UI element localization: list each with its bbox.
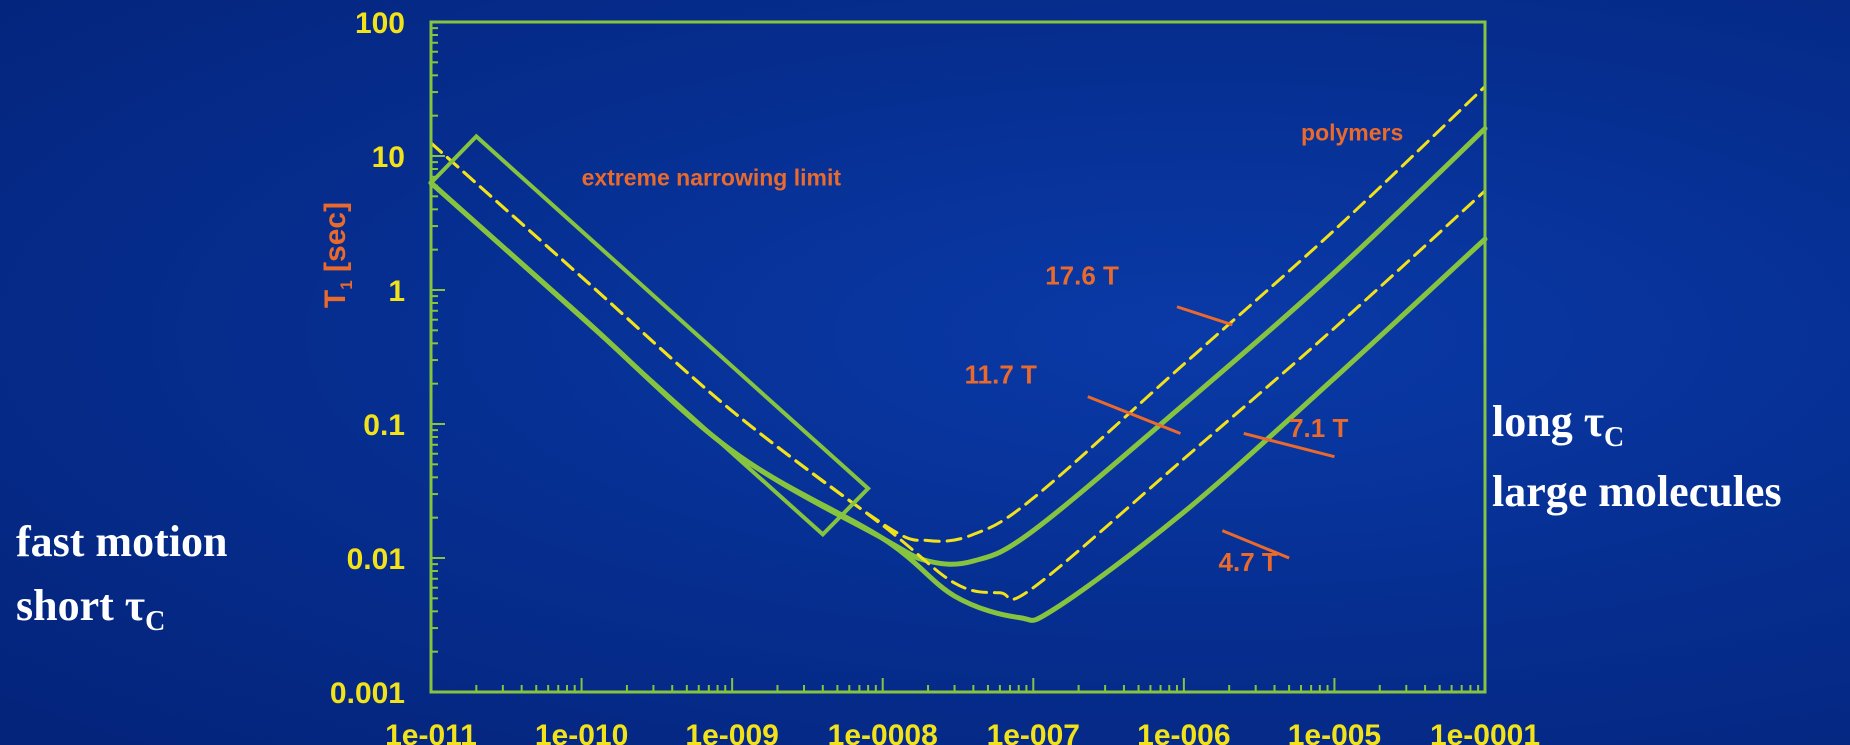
x-tick-label: 1e-0008 bbox=[828, 719, 938, 745]
large-molecules-line: large molecules bbox=[1492, 467, 1782, 516]
annotation-label: extreme narrowing limit bbox=[582, 165, 842, 191]
y-axis-label: T1 [sec] bbox=[319, 202, 356, 308]
annotation-layer: extreme narrowing limit polymers 17.6 T 11.… bbox=[582, 120, 1404, 577]
annotation-leader bbox=[1243, 432, 1335, 459]
annotation-label: 4.7 T bbox=[1219, 547, 1278, 577]
x-tick-label: 1e-006 bbox=[1137, 719, 1230, 745]
y-tick-label: 0.01 bbox=[347, 543, 405, 576]
fast-motion-line: fast motion bbox=[16, 517, 228, 566]
series-line-0 bbox=[429, 85, 1487, 543]
y-tick-label: 10 bbox=[372, 141, 405, 174]
annotation-leader bbox=[1221, 529, 1290, 560]
long-tauc-line: long τC bbox=[1492, 397, 1625, 453]
series-line-1 bbox=[428, 126, 1488, 567]
annotation-leader bbox=[1087, 395, 1182, 435]
y-tick-label: 0.001 bbox=[330, 677, 405, 710]
annotation-leader bbox=[1176, 305, 1233, 327]
slow-motion-text: long τC large molecules bbox=[1492, 390, 1782, 524]
y-tick-label: 1 bbox=[388, 275, 405, 308]
x-tick-label: 1e-007 bbox=[987, 719, 1080, 745]
x-tick-label: 1e-005 bbox=[1288, 719, 1381, 745]
plot-area-frame bbox=[429, 20, 1487, 694]
annotation-label: 17.6 T bbox=[1045, 260, 1119, 290]
short-tauc-line: short τC bbox=[16, 581, 166, 637]
axis-ticks bbox=[430, 27, 1480, 693]
annotation-label: 11.7 T bbox=[965, 360, 1037, 390]
y-tick-labels: 100 10 1 0.1 0.01 0.001 bbox=[330, 7, 405, 710]
series-line-2 bbox=[429, 141, 1487, 601]
x-tick-label: 1e-010 bbox=[535, 719, 628, 745]
x-tick-label: 1e-011 bbox=[385, 719, 477, 745]
annotation-label: polymers bbox=[1301, 120, 1403, 146]
y-tick-label: 0.1 bbox=[363, 409, 405, 442]
x-tick-label: 1e-009 bbox=[685, 719, 778, 745]
y-tick-label: 100 bbox=[355, 7, 405, 40]
extreme-narrowing-box bbox=[428, 133, 871, 538]
x-tick-labels: 1e-011 1e-010 1e-009 1e-0008 1e-007 1e-006 1e-… bbox=[385, 719, 1540, 745]
annotation-label: 7.1 T bbox=[1289, 413, 1348, 443]
series-line-3 bbox=[428, 180, 1488, 623]
fast-motion-text: fast motion short τC bbox=[16, 510, 227, 644]
x-tick-label: 1e-0001 bbox=[1430, 719, 1540, 745]
